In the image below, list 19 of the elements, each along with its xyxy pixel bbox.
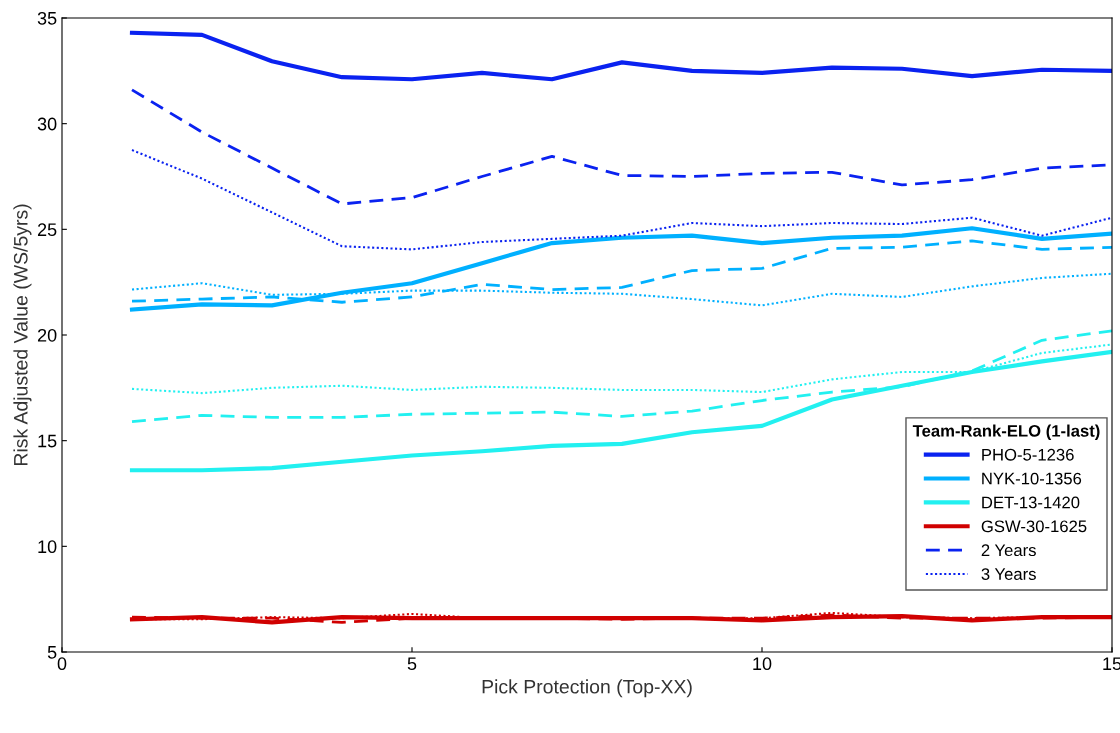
x-axis-title: Pick Protection (Top-XX) [482, 679, 692, 698]
y-tick-label: 10 [38, 540, 57, 554]
legend-label: 3 Years [981, 568, 1036, 580]
legend-label: DET-13-1420 [982, 496, 1080, 509]
legend-label: GSW-30-1625 [981, 520, 1087, 533]
y-axis-title: Risk Adjusted Value (WS/5yrs) [13, 204, 32, 466]
y-tick-label: 15 [38, 434, 57, 448]
legend-title: Team-Rank-ELO (1-last) [912, 424, 1100, 441]
y-tick-label: 25 [37, 223, 57, 237]
legend-label: NYK-10-1356 [982, 472, 1082, 485]
x-tick-label: 10 [753, 657, 772, 671]
legend-label: 2 Years [981, 544, 1036, 557]
y-tick-label: 35 [37, 11, 57, 25]
legend-label: PHO-5-1236 [982, 448, 1074, 461]
x-tick-label: 5 [407, 657, 417, 671]
x-tick-label: 0 [57, 657, 67, 671]
y-tick-label: 5 [47, 646, 57, 659]
y-tick-label: 30 [37, 117, 57, 131]
y-tick-label: 20 [37, 328, 57, 342]
